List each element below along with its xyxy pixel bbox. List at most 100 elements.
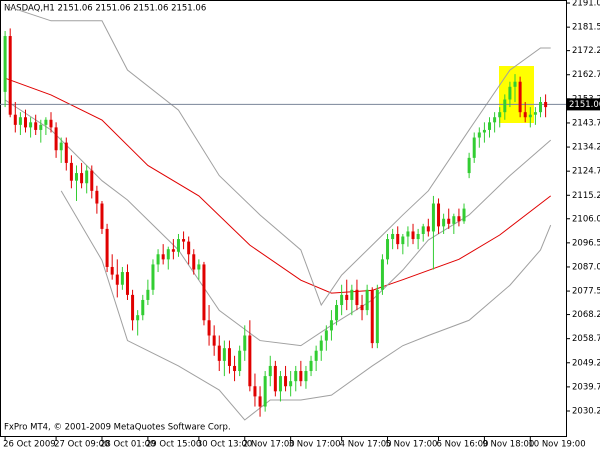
- candle-body: [207, 320, 211, 336]
- y-tick-label: 2058.75: [572, 334, 600, 344]
- candle-body: [482, 129, 486, 133]
- x-tick-label: 4 Nov 17:00: [340, 440, 392, 450]
- x-tick-label: 26 Oct 2009: [3, 440, 56, 450]
- candle-body: [217, 345, 221, 361]
- candle-body: [355, 289, 359, 306]
- indicator-line: [60, 190, 552, 421]
- candle-body: [227, 348, 231, 366]
- candle-body: [416, 233, 420, 240]
- indicator-line: [4, 5, 551, 307]
- candle-body: [105, 228, 109, 267]
- candle-body: [345, 294, 349, 300]
- candle-body: [212, 335, 216, 346]
- candle-body: [263, 376, 267, 407]
- candle-body: [544, 102, 548, 108]
- candle-body: [197, 264, 201, 270]
- candle-body: [85, 170, 89, 184]
- candle-body: [34, 122, 38, 130]
- candle-body: [365, 289, 369, 311]
- candle-body: [136, 315, 140, 321]
- x-tick-label: 6 Nov 16:00: [437, 440, 489, 450]
- candle-body: [176, 239, 180, 252]
- candle-body: [13, 114, 17, 125]
- candle-body: [493, 117, 497, 123]
- candle-body: [396, 233, 400, 245]
- candle-body: [29, 122, 33, 128]
- candle-body: [498, 112, 502, 118]
- candle-body: [299, 371, 303, 382]
- y-tick-label: 2143.75: [572, 118, 600, 128]
- candle-body: [477, 132, 481, 138]
- plot-frame: [0, 0, 567, 437]
- y-tick-label: 2039.75: [572, 382, 600, 392]
- x-tick-label: 29 Oct 15:00: [146, 440, 201, 450]
- candle-body: [8, 36, 12, 115]
- candle-body: [380, 259, 384, 290]
- candle-body: [146, 289, 150, 300]
- candle-body: [488, 122, 492, 130]
- candle-body: [314, 350, 318, 361]
- candle-body: [472, 137, 476, 158]
- candle-body: [447, 218, 451, 224]
- y-tick-label: 2030.25: [572, 406, 600, 416]
- candle-body: [437, 203, 441, 227]
- candle-body: [182, 239, 186, 242]
- candle-body: [187, 241, 191, 255]
- candle-body: [294, 371, 298, 382]
- candle-body: [273, 365, 277, 392]
- last-price-box: [567, 98, 600, 111]
- x-tick-label: 3 Nov 17:00: [289, 440, 341, 450]
- candle-body: [131, 294, 135, 321]
- x-tick-label: 30 Oct 13:00: [197, 440, 252, 450]
- candle-body: [442, 218, 446, 227]
- candle-body: [233, 365, 237, 372]
- candle-body: [120, 272, 124, 285]
- candle-body: [64, 142, 68, 163]
- candle-body: [69, 162, 73, 181]
- candle-body: [253, 386, 257, 397]
- candle-body: [248, 335, 252, 387]
- candle-body: [156, 254, 160, 265]
- candle-body: [141, 299, 145, 316]
- candle-body: [49, 119, 53, 128]
- candle-body: [151, 264, 155, 290]
- candle-body: [518, 81, 522, 113]
- y-tick-label: 2124.75: [572, 167, 600, 177]
- candle-body: [340, 294, 344, 306]
- candle-body: [110, 266, 114, 275]
- candle-body: [171, 249, 175, 252]
- candle-body: [462, 208, 466, 222]
- candle-body: [90, 170, 94, 191]
- y-tick-label: 2106.00: [572, 214, 600, 224]
- y-tick-label: 2115.25: [572, 191, 600, 201]
- candle-body: [335, 305, 339, 321]
- y-tick-label: 2077.50: [572, 287, 600, 297]
- candle-body: [391, 233, 395, 240]
- candle-body: [309, 360, 313, 372]
- chart-title: NASDAQ,H1 2151.06 2151.06 2151.06 2151.0…: [4, 4, 206, 14]
- candle-body: [125, 272, 129, 295]
- y-tick-label: 2096.50: [572, 238, 600, 248]
- candle-body: [508, 86, 512, 100]
- candle-body: [421, 226, 425, 234]
- indicator-line: [4, 99, 552, 347]
- candle-body: [44, 119, 48, 125]
- y-tick-label: 2049.25: [572, 358, 600, 368]
- candle-body: [161, 254, 165, 260]
- candle-body: [513, 81, 517, 87]
- candle-body: [59, 142, 63, 151]
- candle-body: [166, 249, 170, 260]
- candle-body: [452, 216, 456, 224]
- candle-body: [401, 236, 405, 245]
- candle-body: [202, 264, 206, 321]
- candle-body: [238, 350, 242, 372]
- candle-body: [115, 274, 119, 285]
- candle-body: [528, 114, 532, 118]
- x-tick-label: 2 Nov 17:00: [243, 440, 295, 450]
- highlight-box: [499, 66, 534, 123]
- y-tick-label: 2172.25: [572, 46, 600, 56]
- candle-body: [533, 112, 537, 115]
- candle-body: [74, 173, 78, 181]
